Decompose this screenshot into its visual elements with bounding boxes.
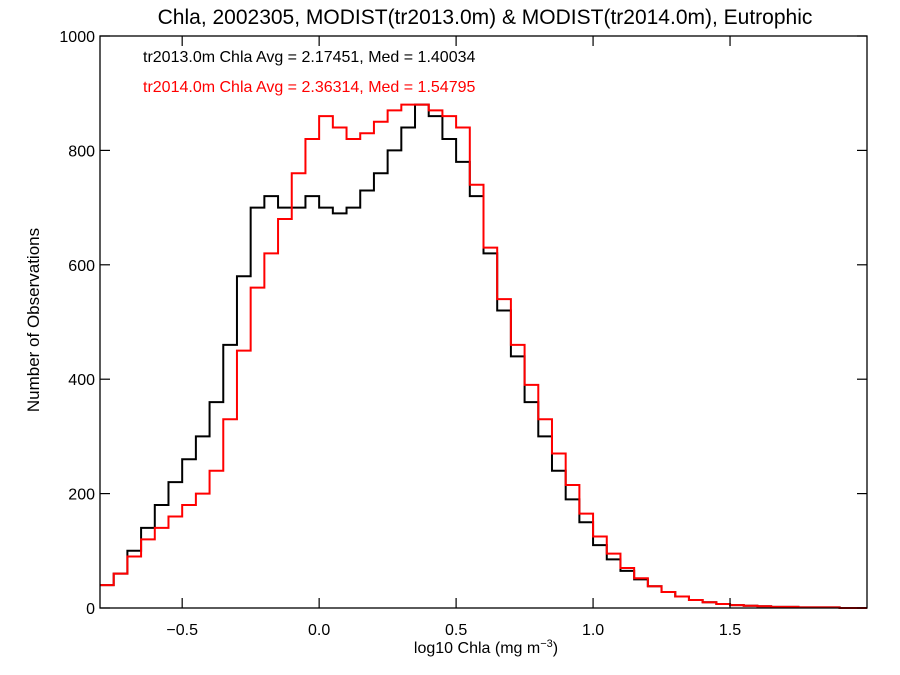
x-tick-label: 1.0 (582, 622, 604, 639)
series-layer (100, 103, 867, 609)
x-tick-label: 0.0 (308, 622, 330, 639)
histogram-series-2 (100, 103, 867, 609)
chart-title: Chla, 2002305, MODIST(tr2013.0m) & MODIS… (158, 6, 813, 29)
x-tick-label: −0.5 (166, 622, 198, 639)
y-axis-ticks: 0 200 400 600 800 1000 (59, 29, 867, 618)
x-axis-label: log10 Chla (mg m−3) (414, 638, 558, 657)
x-tick-label: 1.5 (719, 622, 741, 639)
x-axis-label-close: ) (553, 640, 558, 657)
x-axis-label-main: log10 Chla (mg m (414, 640, 540, 657)
plot-frame (99, 35, 868, 609)
y-tick-label: 400 (68, 372, 95, 389)
y-tick-label: 800 (68, 143, 95, 160)
y-tick-label: 1000 (59, 29, 95, 46)
annotation-series-2: tr2014.0m Chla Avg = 2.36314, Med = 1.54… (143, 79, 475, 96)
x-axis-ticks: −0.5 0.0 0.5 1.0 1.5 (166, 36, 741, 639)
x-tick-label: 0.5 (445, 622, 467, 639)
y-tick-label: 0 (86, 601, 95, 618)
y-tick-label: 600 (68, 258, 95, 275)
annotation-series-1: tr2013.0m Chla Avg = 2.17451, Med = 1.40… (143, 49, 475, 66)
x-axis-label-superscript: −3 (540, 638, 553, 650)
y-axis-label: Number of Observations (24, 228, 43, 412)
y-tick-label: 200 (68, 487, 95, 504)
